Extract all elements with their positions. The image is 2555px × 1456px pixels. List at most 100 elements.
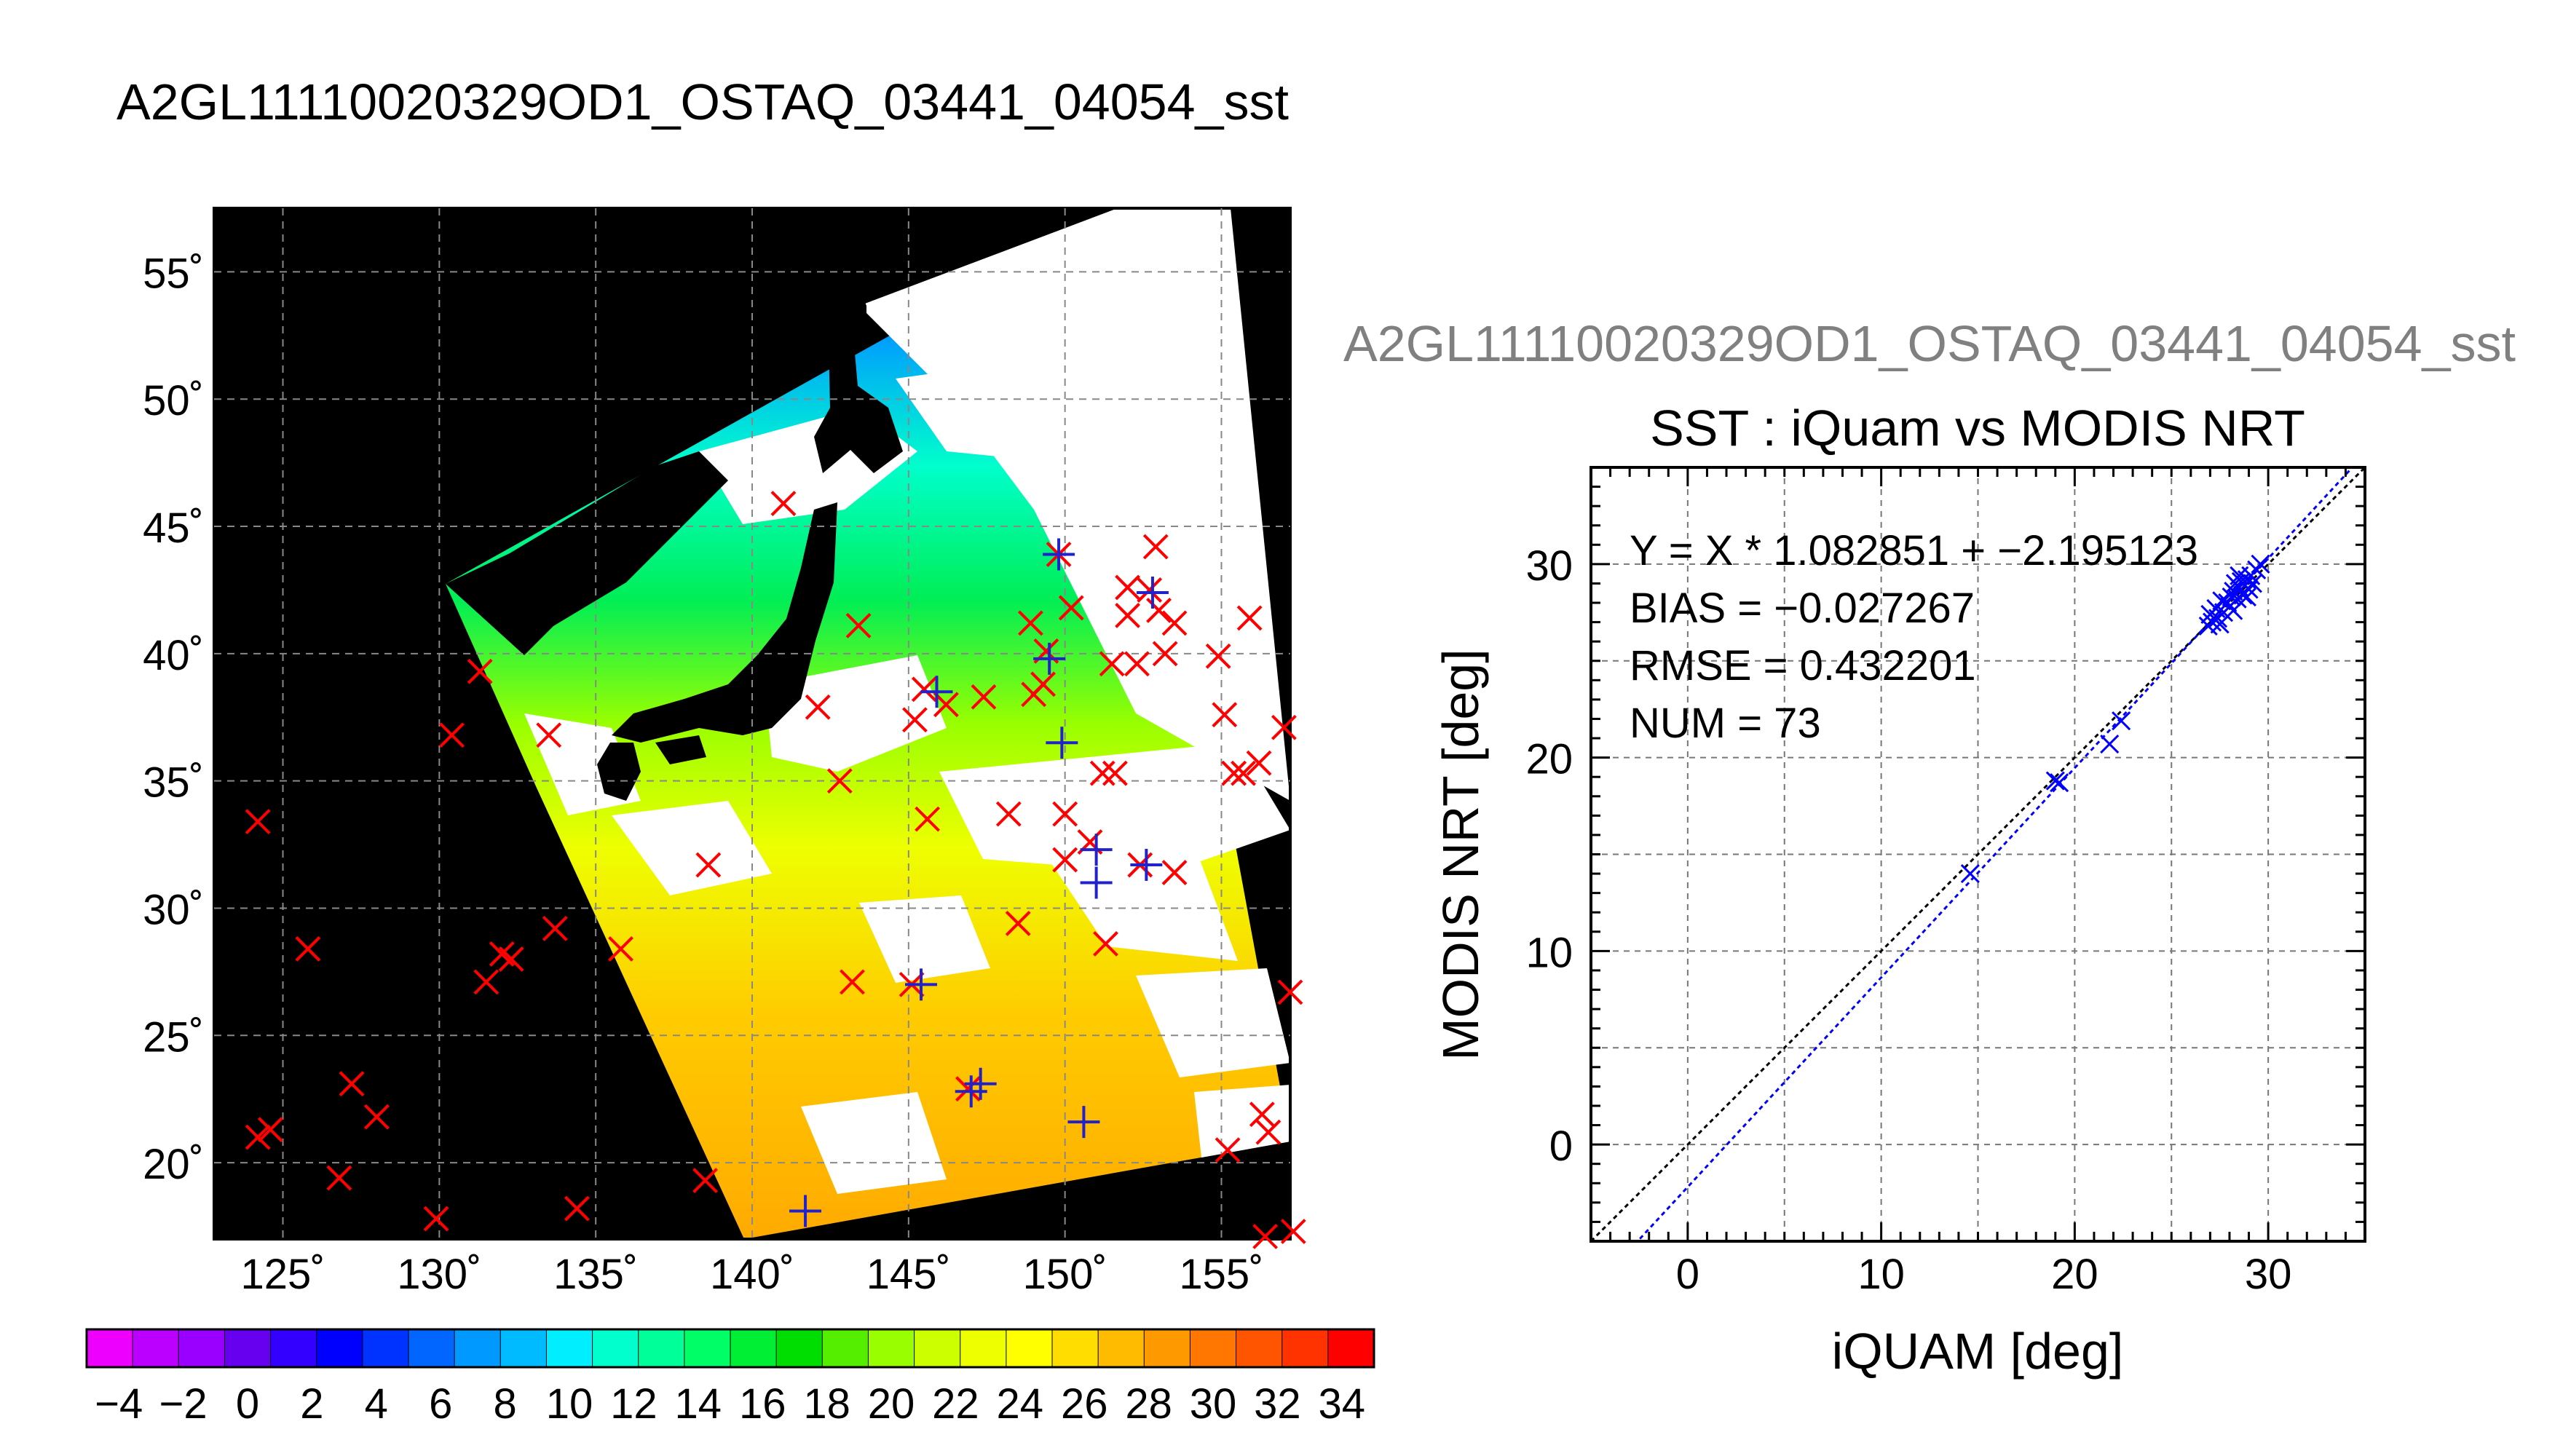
scatter-point — [2045, 771, 2065, 791]
scatter-point — [2247, 560, 2267, 579]
red-cross-marker — [1030, 671, 1056, 697]
scatter-title: SST : iQuam vs MODIS NRT — [1650, 400, 2305, 456]
red-cross-marker — [1231, 760, 1256, 786]
blue-plus-marker — [1033, 642, 1066, 675]
scatter-point — [2251, 554, 2270, 574]
colorbar-cell — [1282, 1329, 1330, 1368]
red-cross-marker — [1052, 801, 1078, 827]
blue-plus-marker — [789, 1195, 822, 1227]
red-cross-marker — [1142, 534, 1169, 560]
blue-plus-marker — [905, 968, 938, 1001]
red-cross-marker — [467, 658, 493, 684]
colorbar-cell — [316, 1329, 364, 1368]
colorbar-label: 24 — [997, 1380, 1044, 1428]
red-cross-marker — [1161, 610, 1188, 636]
blue-plus-marker — [1080, 834, 1113, 866]
y-tick-label: 0 — [1549, 1123, 1573, 1170]
colorbar-cell — [224, 1329, 272, 1368]
map-lon-labels: 125˚ 130˚ 135˚ 140˚ 145˚ 150˚ 155˚ — [240, 1251, 1263, 1298]
scatter-point — [2112, 711, 2131, 731]
red-cross-marker — [1099, 651, 1125, 677]
map-markers — [245, 491, 1306, 1249]
lon-tick-label: 135˚ — [553, 1251, 638, 1298]
red-cross-marker — [1277, 979, 1303, 1005]
colorbar-cell — [86, 1329, 134, 1368]
blue-plus-marker — [1136, 576, 1169, 609]
lon-tick-label: 150˚ — [1023, 1251, 1107, 1298]
colorbar-label: 10 — [546, 1380, 593, 1428]
red-cross-marker — [1212, 702, 1238, 728]
red-cross-marker — [902, 707, 928, 733]
land-hokkaido — [814, 320, 903, 473]
colorbar-label: 34 — [1319, 1380, 1366, 1428]
colorbar-cell — [362, 1329, 410, 1368]
red-cross-marker — [1115, 602, 1140, 628]
land-shikoku — [655, 735, 706, 764]
red-cross-marker — [498, 946, 524, 972]
colorbar-label: 14 — [675, 1380, 722, 1428]
red-cross-marker — [695, 852, 722, 878]
land-sakhalin — [830, 255, 866, 342]
red-cross-marker — [1221, 760, 1247, 786]
red-cross-marker — [1255, 1119, 1282, 1145]
colorbar-cell — [408, 1329, 456, 1368]
red-cross-marker — [805, 694, 831, 720]
colorbar-frame — [85, 1328, 1375, 1369]
scatter-gridlines — [1591, 467, 2365, 1241]
scatter-point — [2100, 734, 2120, 754]
lat-tick-label: 35˚ — [143, 759, 204, 807]
red-cross-marker — [536, 722, 562, 748]
colorbar-label: −2 — [159, 1380, 208, 1428]
map-lat-labels: 55˚ 50˚ 45˚ 40˚ 35˚ 30˚ 25˚ 20˚ — [143, 250, 204, 1188]
red-cross-marker — [1146, 598, 1172, 623]
scatter-chart: SST : iQuam vs MODIS NRT 0 10 20 30 0 10 20 30… — [1432, 400, 2366, 1380]
lat-tick-label: 25˚ — [143, 1013, 204, 1061]
red-cross-marker — [933, 692, 959, 718]
lon-tick-label: 140˚ — [710, 1251, 794, 1298]
y-tick-label: 20 — [1525, 736, 1573, 783]
lon-tick-label: 130˚ — [397, 1251, 481, 1298]
red-cross-marker — [911, 676, 937, 703]
lat-tick-label: 55˚ — [143, 250, 204, 297]
red-cross-marker — [1205, 643, 1231, 669]
red-cross-marker — [1052, 847, 1078, 873]
red-cross-marker — [1093, 931, 1118, 957]
scatter-point — [2212, 591, 2232, 611]
colorbar-label: 26 — [1061, 1380, 1108, 1428]
red-cross-marker — [1280, 1219, 1306, 1244]
colorbar-label: 2 — [300, 1380, 323, 1428]
red-cross-marker — [1089, 760, 1115, 786]
x-tick-labels: 0 10 20 30 — [1676, 1251, 2292, 1298]
x-tick-label: 10 — [1857, 1251, 1905, 1298]
red-cross-marker — [542, 916, 568, 941]
red-cross-marker — [1215, 1137, 1241, 1163]
red-cross-marker — [423, 1206, 449, 1232]
blue-plus-marker — [1080, 866, 1113, 899]
red-cross-marker — [439, 722, 465, 748]
y-tick-label: 30 — [1525, 542, 1573, 590]
red-cross-marker — [1115, 574, 1140, 601]
land-honshu — [612, 502, 837, 743]
red-cross-marker — [245, 809, 271, 835]
red-cross-marker — [339, 1071, 365, 1097]
red-cross-marker — [564, 1195, 590, 1222]
red-cross-marker — [295, 936, 321, 962]
colorbar-label: −4 — [95, 1380, 143, 1428]
scatter-point — [2237, 587, 2256, 607]
red-cross-marker — [692, 1168, 718, 1193]
colorbar: −4 −2 0 2 4 6 8 10 12 14 16 18 20 22 24 26 28 30 32 34 — [85, 1328, 1375, 1428]
red-cross-marker — [608, 936, 633, 962]
scatter-point — [2202, 612, 2222, 632]
colorbar-cells — [86, 1329, 1375, 1368]
red-cross-marker — [845, 612, 872, 638]
scatter-point — [2218, 593, 2238, 613]
colorbar-label: 8 — [493, 1380, 516, 1428]
colorbar-cell — [821, 1329, 869, 1368]
regression-line — [1635, 467, 2354, 1241]
x-tick-label: 0 — [1676, 1251, 1699, 1298]
colorbar-cell — [499, 1329, 548, 1368]
colorbar-label: 30 — [1190, 1380, 1237, 1428]
red-cross-marker — [971, 684, 997, 710]
main-title: A2GL11110020329OD1_OSTAQ_03441_04054_sst — [117, 74, 1289, 130]
colorbar-cell — [454, 1329, 502, 1368]
